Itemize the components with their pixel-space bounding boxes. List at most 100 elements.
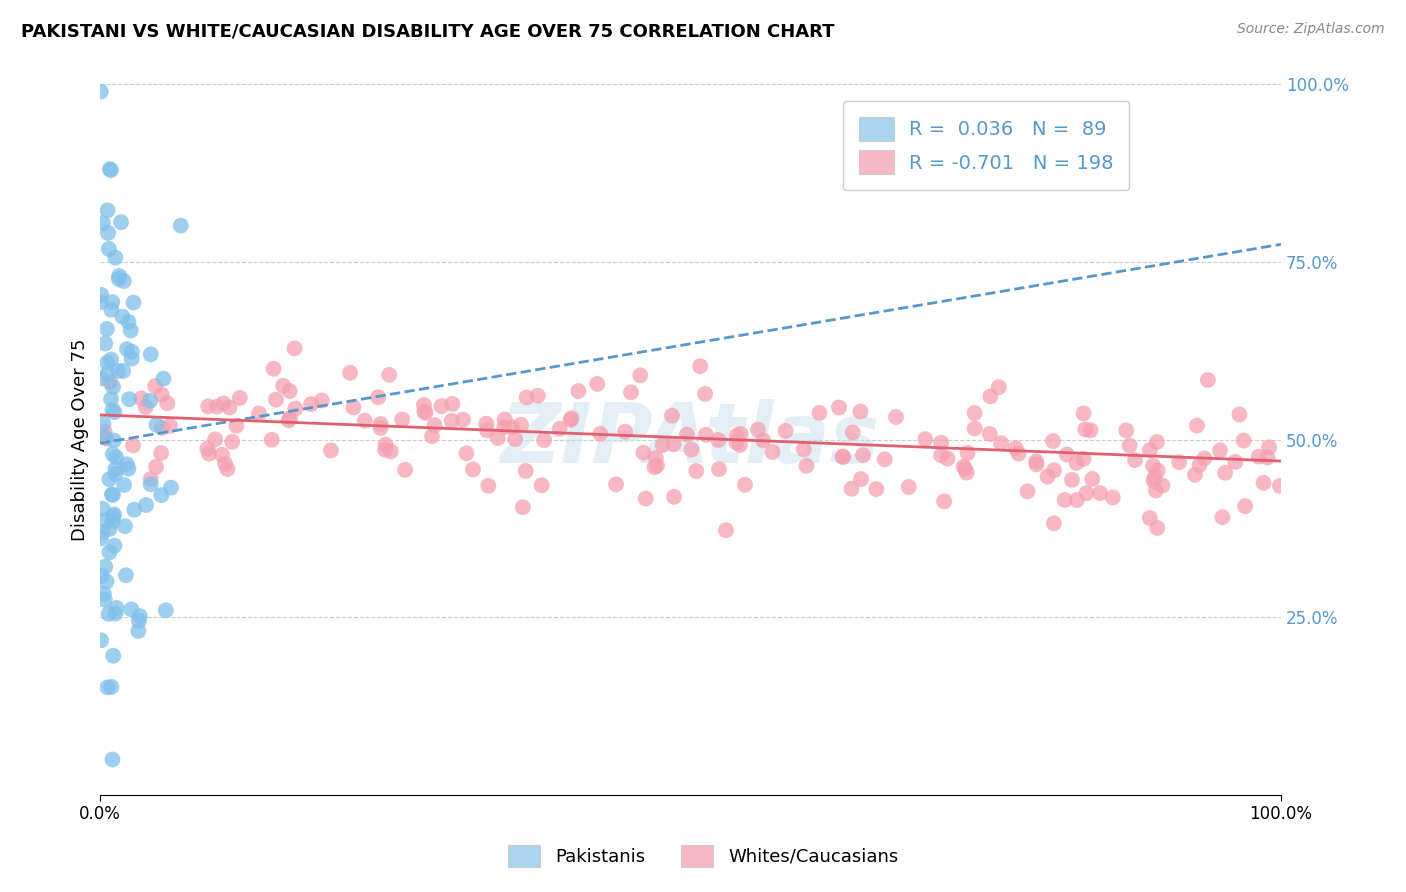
Point bbox=[139, 347, 162, 361]
Point bbox=[1043, 463, 1066, 477]
Point bbox=[979, 389, 1001, 403]
Point bbox=[101, 447, 124, 461]
Point bbox=[370, 417, 392, 431]
Point bbox=[394, 463, 416, 477]
Point bbox=[101, 295, 124, 310]
Point bbox=[159, 418, 181, 433]
Point bbox=[96, 681, 118, 695]
Point bbox=[1017, 484, 1039, 499]
Point bbox=[104, 607, 127, 621]
Point bbox=[929, 435, 952, 450]
Point bbox=[217, 462, 239, 476]
Point bbox=[1257, 450, 1279, 465]
Point bbox=[548, 422, 571, 436]
Point bbox=[96, 203, 118, 218]
Point bbox=[695, 387, 717, 401]
Point bbox=[127, 624, 149, 638]
Point bbox=[139, 393, 162, 408]
Point bbox=[796, 458, 818, 473]
Point bbox=[1007, 447, 1029, 461]
Point bbox=[884, 409, 907, 424]
Point bbox=[1233, 434, 1256, 448]
Point bbox=[150, 446, 173, 460]
Point bbox=[264, 392, 287, 407]
Point bbox=[714, 523, 737, 537]
Point bbox=[560, 411, 582, 425]
Point bbox=[752, 434, 775, 448]
Point bbox=[747, 423, 769, 437]
Legend: R =  0.036   N =  89, R = -0.701   N = 198: R = 0.036 N = 89, R = -0.701 N = 198 bbox=[844, 102, 1129, 189]
Text: PAKISTANI VS WHITE/CAUCASIAN DISABILITY AGE OVER 75 CORRELATION CHART: PAKISTANI VS WHITE/CAUCASIAN DISABILITY … bbox=[21, 22, 835, 40]
Point bbox=[247, 407, 270, 421]
Point bbox=[101, 515, 124, 529]
Point bbox=[150, 421, 173, 435]
Point bbox=[1123, 453, 1146, 467]
Point bbox=[475, 423, 498, 437]
Point bbox=[101, 380, 124, 394]
Point bbox=[260, 433, 283, 447]
Point bbox=[98, 162, 121, 177]
Point bbox=[1146, 464, 1168, 478]
Point bbox=[1146, 521, 1168, 535]
Point bbox=[1088, 486, 1111, 500]
Point bbox=[486, 431, 509, 445]
Point bbox=[97, 367, 120, 381]
Point bbox=[516, 391, 538, 405]
Point bbox=[104, 467, 127, 481]
Point bbox=[1197, 373, 1219, 387]
Point bbox=[311, 393, 333, 408]
Point bbox=[277, 413, 299, 427]
Point bbox=[456, 446, 478, 460]
Point bbox=[370, 421, 392, 435]
Point bbox=[963, 421, 986, 435]
Point bbox=[108, 268, 131, 283]
Point bbox=[299, 397, 322, 411]
Point bbox=[1073, 406, 1095, 420]
Point bbox=[93, 425, 115, 439]
Point bbox=[929, 448, 952, 462]
Point bbox=[661, 409, 683, 423]
Point bbox=[1146, 435, 1168, 450]
Point bbox=[512, 500, 534, 515]
Point bbox=[515, 464, 537, 478]
Point bbox=[1081, 472, 1104, 486]
Point bbox=[849, 404, 872, 418]
Point bbox=[115, 342, 138, 356]
Point bbox=[117, 461, 139, 475]
Point bbox=[110, 215, 132, 229]
Point bbox=[101, 488, 124, 502]
Point bbox=[560, 413, 582, 427]
Point bbox=[225, 418, 247, 433]
Point bbox=[107, 364, 129, 378]
Point bbox=[873, 452, 896, 467]
Point bbox=[832, 450, 855, 464]
Point bbox=[413, 404, 436, 418]
Point bbox=[91, 501, 114, 516]
Point bbox=[477, 479, 499, 493]
Point bbox=[100, 680, 122, 694]
Point bbox=[730, 427, 752, 442]
Point bbox=[1074, 422, 1097, 436]
Point bbox=[278, 384, 301, 398]
Point bbox=[987, 380, 1010, 394]
Point bbox=[105, 450, 128, 465]
Point bbox=[934, 494, 956, 508]
Point bbox=[831, 450, 853, 464]
Point bbox=[936, 451, 959, 466]
Point bbox=[793, 442, 815, 457]
Point bbox=[131, 392, 153, 406]
Point bbox=[963, 406, 986, 420]
Point bbox=[319, 443, 342, 458]
Point bbox=[1194, 451, 1216, 466]
Point bbox=[96, 356, 118, 370]
Point bbox=[914, 432, 936, 446]
Point bbox=[90, 569, 112, 583]
Point bbox=[112, 364, 135, 378]
Point bbox=[1209, 443, 1232, 458]
Point bbox=[218, 401, 240, 415]
Point bbox=[897, 480, 920, 494]
Point bbox=[662, 437, 685, 451]
Point bbox=[152, 372, 174, 386]
Text: Source: ZipAtlas.com: Source: ZipAtlas.com bbox=[1237, 22, 1385, 37]
Point bbox=[91, 525, 114, 540]
